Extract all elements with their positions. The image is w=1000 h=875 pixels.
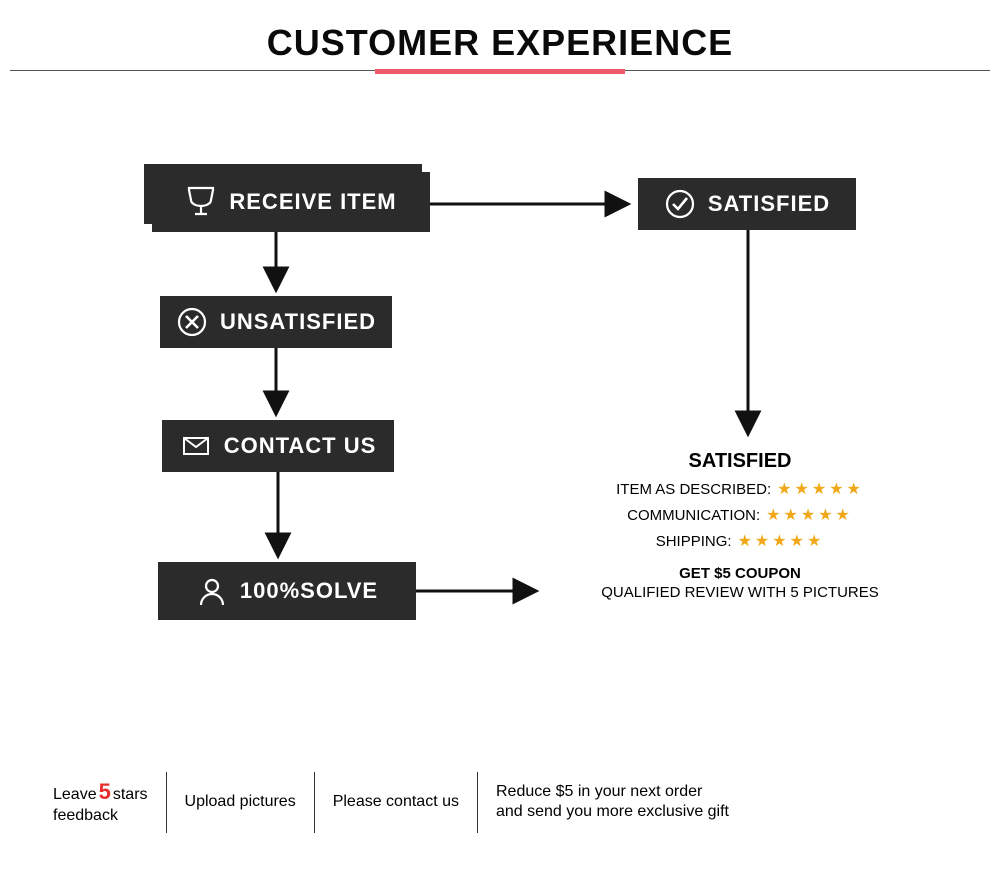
ratings-heading: SATISFIED <box>540 450 940 473</box>
rating-row: ITEM AS DESCRIBED: ★★★★★ <box>540 479 940 499</box>
footer-cell: Upload pictures <box>167 770 314 835</box>
footer-text: Upload pictures <box>185 792 296 813</box>
rating-row: COMMUNICATION: ★★★★★ <box>540 505 940 525</box>
rating-label: COMMUNICATION: <box>627 507 760 524</box>
flow-node-solve: 100%SOLVE <box>158 562 416 620</box>
footer-cell: Leave5stars feedback <box>35 770 166 835</box>
flow-node-label: 100%SOLVE <box>240 578 378 604</box>
flow-node-label: UNSATISFIED <box>220 309 376 335</box>
flow-node-contact: CONTACT US <box>162 420 394 472</box>
footer-cell: Reduce $5 in your next orderand send you… <box>478 770 747 835</box>
coupon-subtitle: QUALIFIED REVIEW WITH 5 PICTURES <box>540 584 940 601</box>
star-icon: ★★★★★ <box>738 531 825 551</box>
goblet-icon <box>185 186 217 218</box>
flow-node-satisfied: SATISFIED <box>638 178 856 230</box>
footer-highlight: 5 <box>97 779 113 804</box>
person-icon <box>196 575 228 607</box>
ratings-block: SATISFIED ITEM AS DESCRIBED:★★★★★COMMUNI… <box>540 450 940 601</box>
cross-icon <box>176 306 208 338</box>
rating-label: SHIPPING: <box>656 533 732 550</box>
footer-text: Reduce $5 in your next orderand send you… <box>496 782 729 824</box>
check-icon <box>664 188 696 220</box>
footer-steps: Leave5stars feedback Upload pictures Please… <box>35 770 965 835</box>
coupon-title: GET $5 COUPON <box>540 565 940 582</box>
star-icon: ★★★★★ <box>777 479 864 499</box>
footer-text: Please contact us <box>333 792 459 813</box>
footer-text: stars <box>113 786 148 803</box>
flow-node-label: SATISFIED <box>708 191 830 217</box>
envelope-icon <box>180 430 212 462</box>
rating-label: ITEM AS DESCRIBED: <box>616 481 771 498</box>
flow-node-unsatisfied: UNSATISFIED <box>160 296 392 348</box>
footer-text: Leave <box>53 786 97 803</box>
page-title: CUSTOMER EXPERIENCE <box>267 22 733 72</box>
footer-cell: Please contact us <box>315 770 477 835</box>
star-icon: ★★★★★ <box>766 505 853 525</box>
flow-node-label: CONTACT US <box>224 433 377 459</box>
flow-node-label: RECEIVE ITEM <box>229 189 396 215</box>
flow-node-receive: RECEIVE ITEM <box>152 172 430 232</box>
footer-text: feedback <box>53 807 118 824</box>
accent-underline <box>375 69 625 74</box>
arrow-layer <box>0 0 1000 875</box>
rating-row: SHIPPING: ★★★★★ <box>540 531 940 551</box>
